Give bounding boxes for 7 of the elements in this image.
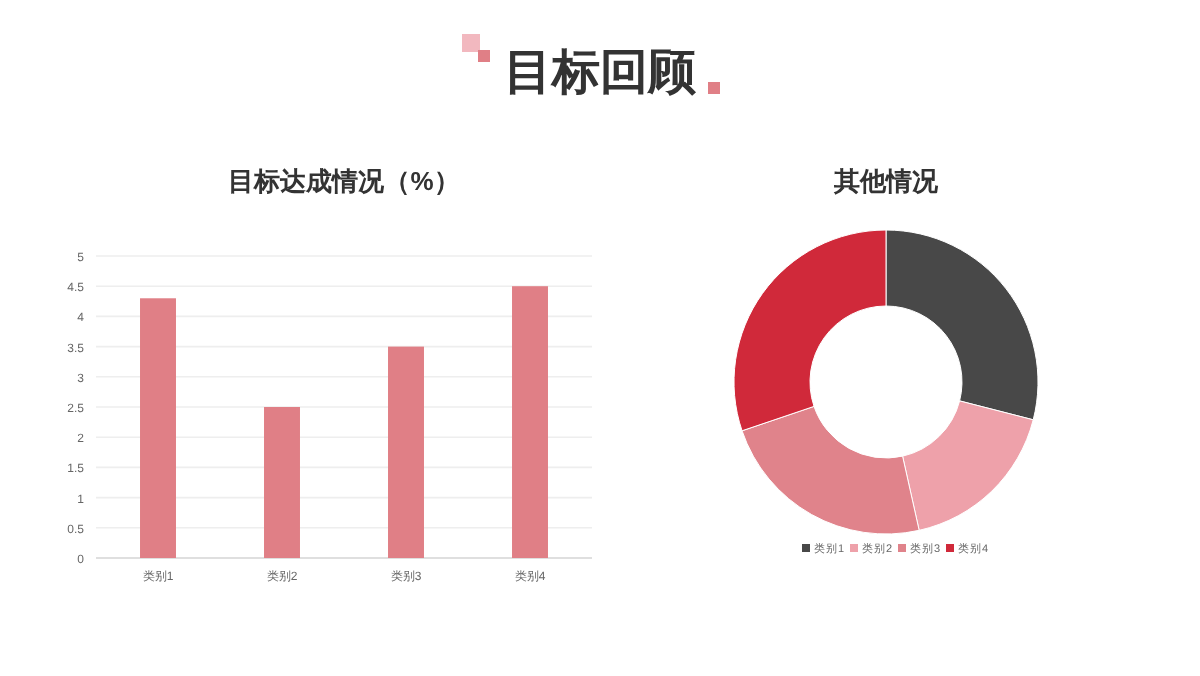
bar <box>140 298 176 558</box>
bar <box>388 346 424 558</box>
text: 目标回顾 <box>504 46 698 100</box>
bar <box>264 407 300 558</box>
chart-title: 目标达成情况（%） <box>228 166 460 196</box>
chart-title: 其他情况 <box>832 166 940 196</box>
bar <box>512 286 548 558</box>
